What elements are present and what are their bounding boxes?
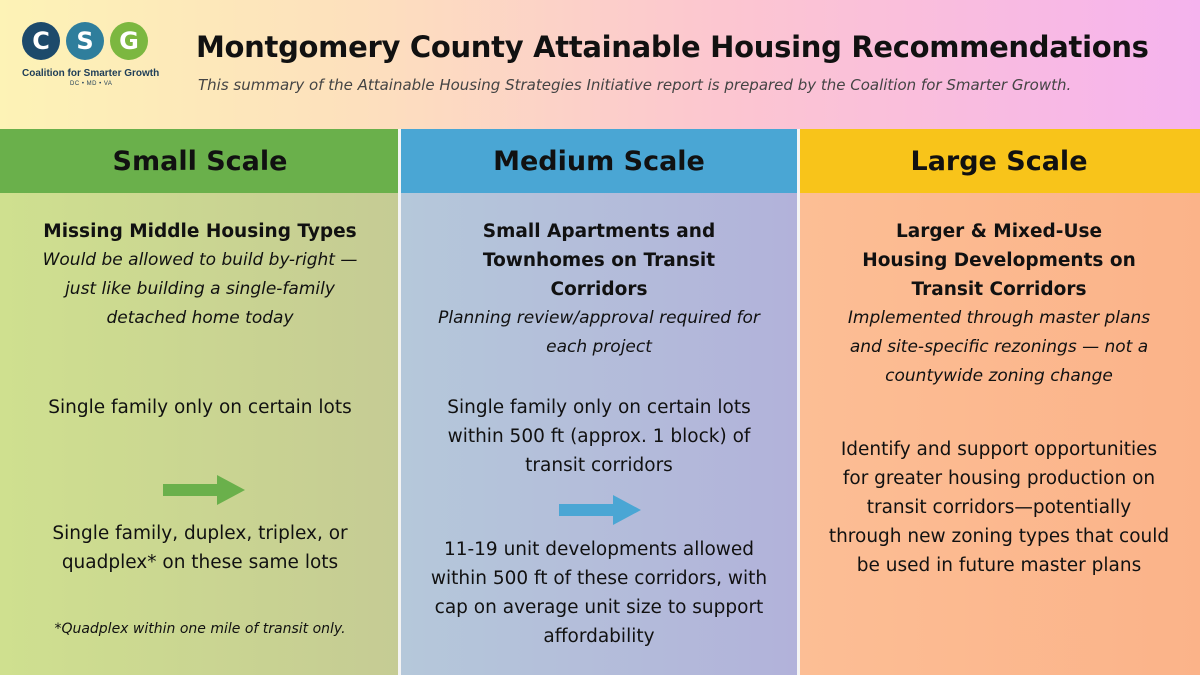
right-arrow-icon — [163, 475, 245, 505]
column-subheading: Larger & Mixed-Use Housing Developments … — [862, 221, 1136, 300]
logo-letter-g: G — [110, 22, 148, 60]
column-description: Planning review/approval required for ea… — [438, 308, 760, 357]
right-arrow-icon — [559, 495, 641, 525]
column-divider — [398, 129, 401, 675]
after-text: Single family, duplex, triplex, or quadp… — [52, 523, 348, 573]
column-small-scale: Small Scale Missing Middle Housing Types… — [0, 129, 400, 675]
logo-letter-c: C — [22, 22, 60, 60]
header-banner: C S G Coalition for Smarter Growth DC • … — [0, 0, 1200, 129]
csg-logo: C S G Coalition for Smarter Growth DC • … — [22, 22, 182, 122]
page-title: Montgomery County Attainable Housing Rec… — [196, 30, 1149, 64]
column-subheading: Small Apartments and Townhomes on Transi… — [482, 221, 716, 300]
column-heading: Large Scale — [798, 129, 1200, 193]
before-text: Single family only on certain lots withi… — [447, 397, 751, 476]
column-heading: Medium Scale — [400, 129, 798, 193]
column-divider — [797, 129, 800, 675]
before-text: Single family only on certain lots — [48, 397, 352, 418]
column-description: Implemented through master plans and sit… — [847, 308, 1151, 386]
logo-regions: DC • MD • VA — [70, 81, 113, 87]
body-text: Identify and support opportunities for g… — [828, 439, 1170, 576]
logo-letter-s: S — [66, 22, 104, 60]
column-subheading: Missing Middle Housing Types — [43, 221, 357, 242]
page-subtitle: This summary of the Attainable Housing S… — [198, 76, 1072, 94]
column-intro: Missing Middle Housing Types Would be al… — [0, 217, 400, 333]
column-intro: Small Apartments and Townhomes on Transi… — [400, 217, 798, 362]
column-medium-scale: Medium Scale Small Apartments and Townho… — [400, 129, 798, 675]
column-intro: Larger & Mixed-Use Housing Developments … — [798, 217, 1200, 391]
column-heading: Small Scale — [0, 129, 400, 193]
column-description: Would be allowed to build by-right — jus… — [42, 250, 358, 328]
footnote: *Quadplex within one mile of transit onl… — [54, 621, 346, 637]
after-text: 11-19 unit developments allowed within 5… — [430, 539, 768, 647]
column-large-scale: Large Scale Larger & Mixed-Use Housing D… — [798, 129, 1200, 675]
logo-org-name: Coalition for Smarter Growth — [22, 68, 160, 79]
